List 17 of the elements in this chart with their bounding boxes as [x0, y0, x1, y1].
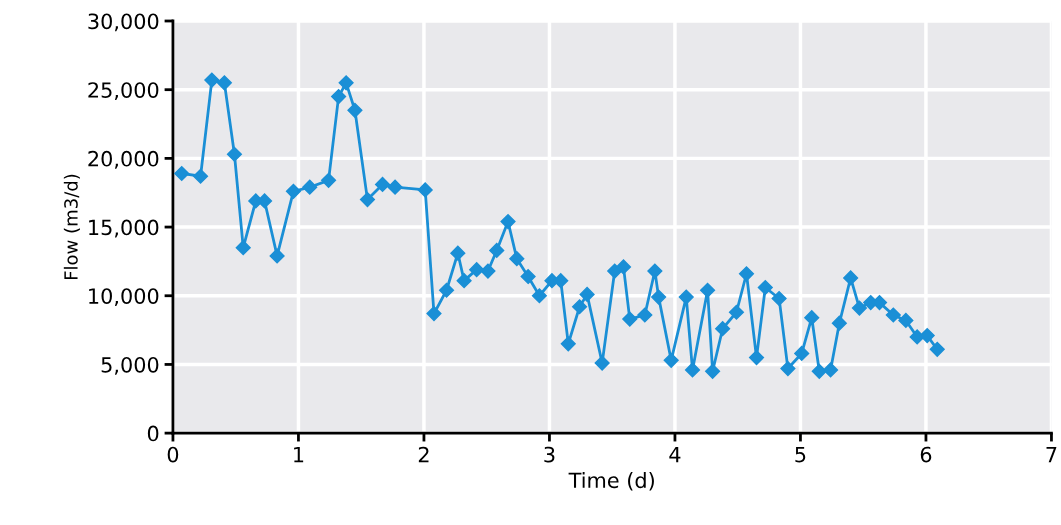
y-tick-label: 25,000	[88, 82, 159, 101]
x-tick-label: 5	[795, 446, 806, 463]
y-tick-label: 15,000	[89, 219, 159, 238]
y-tick-label: 0	[147, 425, 159, 442]
x-tick-label: 7	[1046, 446, 1057, 463]
y-axis-title: Flow (m3/d)	[63, 174, 80, 280]
x-axis-title: Time (d)	[568, 472, 654, 491]
x-tick-label: 3	[544, 446, 555, 463]
x-tick-label: 0	[167, 446, 179, 463]
y-tick-label: 20,000	[88, 150, 159, 169]
x-tick-label: 4	[669, 446, 681, 463]
y-tick-label: 5,000	[101, 356, 159, 375]
x-tick-label: 6	[920, 446, 932, 463]
y-tick-label: 30,000	[88, 13, 159, 32]
y-tick-label: 10,000	[89, 288, 159, 307]
x-tick-label: 1	[294, 446, 304, 463]
x-tick-label: 2	[418, 446, 429, 463]
